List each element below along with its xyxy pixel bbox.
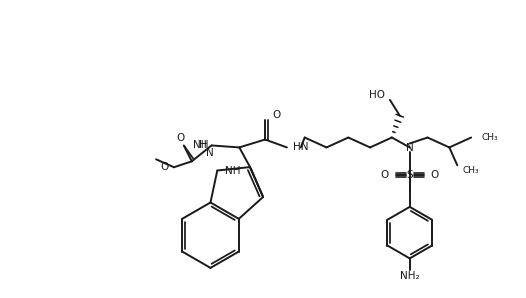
Text: O: O: [177, 133, 185, 142]
Text: O: O: [161, 162, 169, 172]
Text: HO: HO: [369, 90, 385, 100]
Text: CH₃: CH₃: [462, 166, 479, 175]
Text: O: O: [381, 170, 389, 180]
Text: NH: NH: [193, 140, 209, 150]
Text: S: S: [407, 170, 413, 180]
Text: HN: HN: [293, 142, 308, 153]
Text: H: H: [199, 140, 207, 150]
Text: NH: NH: [225, 165, 241, 176]
Text: N: N: [206, 148, 214, 158]
Text: NH₂: NH₂: [400, 271, 420, 281]
Text: N: N: [406, 143, 413, 153]
Text: CH₃: CH₃: [481, 133, 498, 142]
Text: O: O: [272, 110, 280, 120]
Text: O: O: [430, 170, 439, 180]
